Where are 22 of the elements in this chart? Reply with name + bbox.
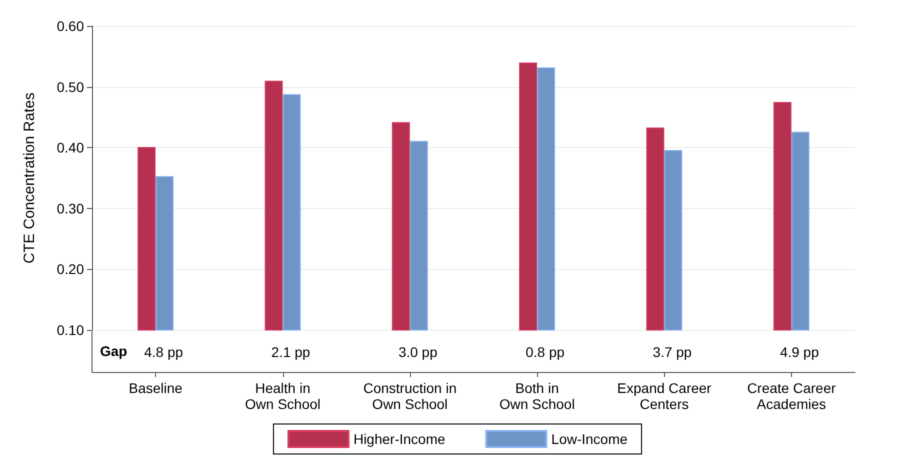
text: 0.8 pp [526,344,565,360]
y-tick-label: 0.60 [56,18,84,34]
x-tick-label: Both in Own School [499,380,575,412]
y-tick-label: 0.20 [56,261,84,278]
y-tick-label: 0.10 [56,322,84,338]
legend-label: Low-Income [551,431,628,447]
text: 4.9 pp [780,344,820,360]
text: 3.7 pp [652,344,692,360]
text: Gap [100,343,128,359]
text: 3.0 pp [398,344,438,360]
y-tick-label: 0.30 [56,200,84,216]
x-tick-label: Create Career Academies [747,380,836,412]
x-tick-label: Baseline [128,380,183,396]
y-tick-label: 0.40 [56,140,84,156]
y-axis-title: CTE Concentration Rates [21,92,38,264]
legend-label: Higher-Income [353,431,446,447]
y-tick-label: 0.50 [56,78,84,95]
x-tick-label: Construction in Own School [363,380,457,412]
text: 2.1 pp [271,344,310,360]
text: 4.8 pp [144,344,184,360]
x-tick-label: Expand Career Centers [617,380,712,412]
x-tick-label: Health in Own School [245,380,320,412]
